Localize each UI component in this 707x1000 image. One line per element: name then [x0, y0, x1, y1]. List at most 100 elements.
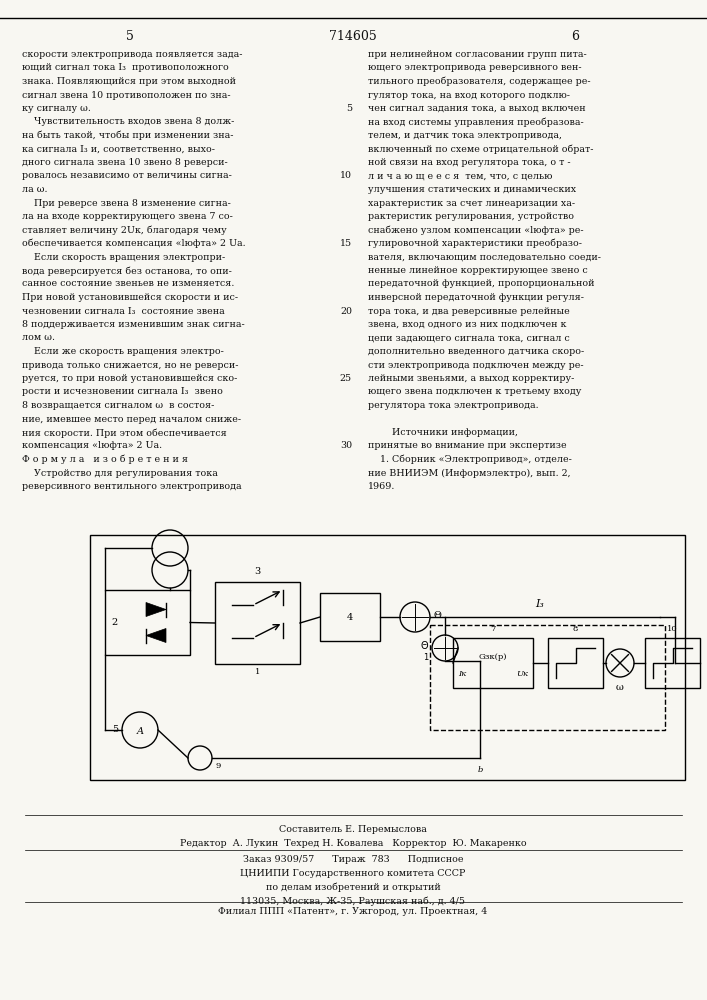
Text: Заказ 9309/57      Тираж  783      Подписное: Заказ 9309/57 Тираж 783 Подписное: [243, 855, 463, 864]
Text: передаточной функцией, пропорциональной: передаточной функцией, пропорциональной: [368, 279, 595, 288]
Text: Θ: Θ: [421, 641, 428, 651]
Text: Uк: Uк: [516, 670, 528, 678]
Text: 3: 3: [255, 567, 261, 576]
Text: 10: 10: [667, 625, 678, 633]
Text: A: A: [136, 728, 144, 736]
Text: телем, и датчик тока электропривода,: телем, и датчик тока электропривода,: [368, 131, 562, 140]
Text: Gзк(p): Gзк(p): [479, 653, 507, 661]
Bar: [430, 625, 665, 730]
Text: 8 поддерживается изменившим знак сигна-: 8 поддерживается изменившим знак сигна-: [22, 320, 245, 329]
Text: ла на входе корректирующего звена 7 со-: ла на входе корректирующего звена 7 со-: [22, 212, 233, 221]
Text: при нелинейном согласовании групп пита-: при нелинейном согласовании групп пита-: [368, 50, 587, 59]
Text: 4: 4: [347, 612, 353, 621]
Text: 1: 1: [423, 654, 428, 662]
Text: сигнал звена 10 противоположен по зна-: сигнал звена 10 противоположен по зна-: [22, 91, 230, 100]
Text: Составитель Е. Перемыслова: Составитель Е. Перемыслова: [279, 825, 427, 834]
Bar: [453, 638, 533, 688]
Text: инверсной передаточной функции регуля-: инверсной передаточной функции регуля-: [368, 293, 584, 302]
Text: ния скорости. При этом обеспечивается: ния скорости. При этом обеспечивается: [22, 428, 227, 438]
Text: 15: 15: [340, 239, 352, 248]
Text: Если же скорость вращения электро-: Если же скорость вращения электро-: [22, 347, 224, 356]
Text: включенный по схеме отрицательной обрат-: включенный по схеме отрицательной обрат-: [368, 144, 593, 154]
Text: 8 возвращается сигналом ω  в состоя-: 8 возвращается сигналом ω в состоя-: [22, 401, 214, 410]
Text: скорости электропривода появляется зада-: скорости электропривода появляется зада-: [22, 50, 243, 59]
Text: ставляет величину 2Uк, благодаря чему: ставляет величину 2Uк, благодаря чему: [22, 226, 227, 235]
Text: Филиал ППП «Патент», г. Ужгород, ул. Проектная, 4: Филиал ППП «Патент», г. Ужгород, ул. Про…: [218, 907, 488, 916]
Text: чезновении сигнала I₃  состояние звена: чезновении сигнала I₃ состояние звена: [22, 306, 225, 316]
Text: рактеристик регулирования, устройство: рактеристик регулирования, устройство: [368, 212, 574, 221]
Text: 7: 7: [491, 625, 496, 633]
Text: I₃: I₃: [536, 599, 544, 609]
Text: принятые во внимание при экспертизе: принятые во внимание при экспертизе: [368, 442, 566, 450]
Text: на вход системы управления преобразова-: на вход системы управления преобразова-: [368, 117, 584, 127]
Bar: [105, 590, 190, 655]
Text: 25: 25: [340, 374, 352, 383]
Text: л и ч а ю щ е е с я  тем, что, с целью: л и ч а ю щ е е с я тем, что, с целью: [368, 172, 552, 180]
Text: санное состояние звеньев не изменяется.: санное состояние звеньев не изменяется.: [22, 279, 235, 288]
Text: сти электропривода подключен между ре-: сти электропривода подключен между ре-: [368, 360, 583, 369]
Text: регулятора тока электропривода.: регулятора тока электропривода.: [368, 401, 539, 410]
Text: ющего электропривода реверсивного вен-: ющего электропривода реверсивного вен-: [368, 64, 582, 73]
Text: 5: 5: [126, 30, 134, 43]
Text: ние ВНИИЭМ (Информэлектро), вып. 2,: ние ВНИИЭМ (Информэлектро), вып. 2,: [368, 468, 571, 478]
Text: 113035, Москва, Ж-35, Раушская наб., д. 4/5: 113035, Москва, Ж-35, Раушская наб., д. …: [240, 897, 465, 906]
Text: рости и исчезновении сигнала I₃  звено: рости и исчезновении сигнала I₃ звено: [22, 387, 223, 396]
Polygon shape: [146, 602, 166, 616]
Text: ла ω.: ла ω.: [22, 185, 47, 194]
Text: При реверсе звена 8 изменение сигна-: При реверсе звена 8 изменение сигна-: [22, 198, 231, 208]
Text: ω: ω: [616, 683, 624, 692]
Text: При новой установившейся скорости и ис-: При новой установившейся скорости и ис-: [22, 293, 238, 302]
Text: ние, имевшее место перед началом сниже-: ние, имевшее место перед началом сниже-: [22, 414, 241, 424]
Text: дного сигнала звена 10 звено 8 реверси-: дного сигнала звена 10 звено 8 реверси-: [22, 158, 228, 167]
Polygon shape: [146, 629, 166, 643]
Bar: [645, 638, 700, 688]
Text: 6: 6: [571, 30, 579, 43]
Text: b: b: [477, 766, 483, 774]
Text: Чувствительность входов звена 8 долж-: Чувствительность входов звена 8 долж-: [22, 117, 235, 126]
Text: вателя, включающим последовательно соеди-: вателя, включающим последовательно соеди…: [368, 252, 601, 261]
Text: на быть такой, чтобы при изменении зна-: на быть такой, чтобы при изменении зна-: [22, 131, 233, 140]
Text: 1: 1: [255, 668, 260, 676]
Text: 20: 20: [340, 306, 352, 316]
Text: тильного преобразователя, содержащее ре-: тильного преобразователя, содержащее ре-: [368, 77, 590, 87]
Bar: [90, 535, 685, 780]
Text: ку сигналу ω.: ку сигналу ω.: [22, 104, 91, 113]
Text: 714605: 714605: [329, 30, 377, 43]
Text: 8: 8: [573, 625, 578, 633]
Text: знака. Появляющийся при этом выходной: знака. Появляющийся при этом выходной: [22, 77, 236, 86]
Text: ющего звена подключен к третьему входу: ющего звена подключен к третьему входу: [368, 387, 581, 396]
Text: дополнительно введенного датчика скоро-: дополнительно введенного датчика скоро-: [368, 347, 584, 356]
Text: 9: 9: [215, 762, 221, 770]
Text: Редактор  А. Лукин  Техред Н. Ковалева   Корректор  Ю. Макаренко: Редактор А. Лукин Техред Н. Ковалева Кор…: [180, 839, 526, 848]
Bar: [215, 582, 300, 664]
Text: 10: 10: [340, 172, 352, 180]
Text: руется, то при новой установившейся ско-: руется, то при новой установившейся ско-: [22, 374, 238, 383]
Bar: [320, 593, 380, 641]
Text: Источники информации,: Источники информации,: [368, 428, 518, 437]
Text: Ф о р м у л а   и з о б р е т е н и я: Ф о р м у л а и з о б р е т е н и я: [22, 455, 188, 464]
Text: 1969.: 1969.: [368, 482, 395, 491]
Text: Если скорость вращения электропри-: Если скорость вращения электропри-: [22, 252, 226, 261]
Text: ЦНИИПИ Государственного комитета СССР: ЦНИИПИ Государственного комитета СССР: [240, 869, 466, 878]
Text: 30: 30: [340, 442, 352, 450]
Text: привода только снижается, но не реверси-: привода только снижается, но не реверси-: [22, 360, 238, 369]
Text: ненные линейное корректирующее звено с: ненные линейное корректирующее звено с: [368, 266, 588, 275]
Text: ровалось независимо от величины сигна-: ровалось независимо от величины сигна-: [22, 172, 232, 180]
Text: 5: 5: [112, 726, 118, 734]
Text: обеспечивается компенсация «lюфта» 2 Uа.: обеспечивается компенсация «lюфта» 2 Uа.: [22, 239, 245, 248]
Text: тора тока, и два реверсивные релейные: тора тока, и два реверсивные релейные: [368, 306, 570, 316]
Text: ка сигнала I₃ и, соответственно, выхо-: ка сигнала I₃ и, соответственно, выхо-: [22, 144, 215, 153]
Text: Устройство для регулирования тока: Устройство для регулирования тока: [22, 468, 218, 478]
Text: лейными звеньями, а выход корректиру-: лейными звеньями, а выход корректиру-: [368, 374, 574, 383]
Text: компенсация «lюфта» 2 Uа.: компенсация «lюфта» 2 Uа.: [22, 442, 162, 450]
Text: Iк: Iк: [458, 670, 466, 678]
Text: реверсивного вентильного электропривода: реверсивного вентильного электропривода: [22, 482, 242, 491]
Text: улучшения статических и динамических: улучшения статических и динамических: [368, 185, 576, 194]
Text: вода реверсируется без останова, то опи-: вода реверсируется без останова, то опи-: [22, 266, 232, 275]
Text: характеристик за счет линеаризации ха-: характеристик за счет линеаризации ха-: [368, 198, 575, 208]
Text: гулировочной характеристики преобразо-: гулировочной характеристики преобразо-: [368, 239, 582, 248]
Text: чен сигнал задания тока, а выход включен: чен сигнал задания тока, а выход включен: [368, 104, 585, 113]
Text: цепи задающего сигнала тока, сигнал с: цепи задающего сигнала тока, сигнал с: [368, 334, 570, 342]
Text: ной связи на вход регулятора тока, о т -: ной связи на вход регулятора тока, о т -: [368, 158, 571, 167]
Text: Θ: Θ: [433, 610, 441, 619]
